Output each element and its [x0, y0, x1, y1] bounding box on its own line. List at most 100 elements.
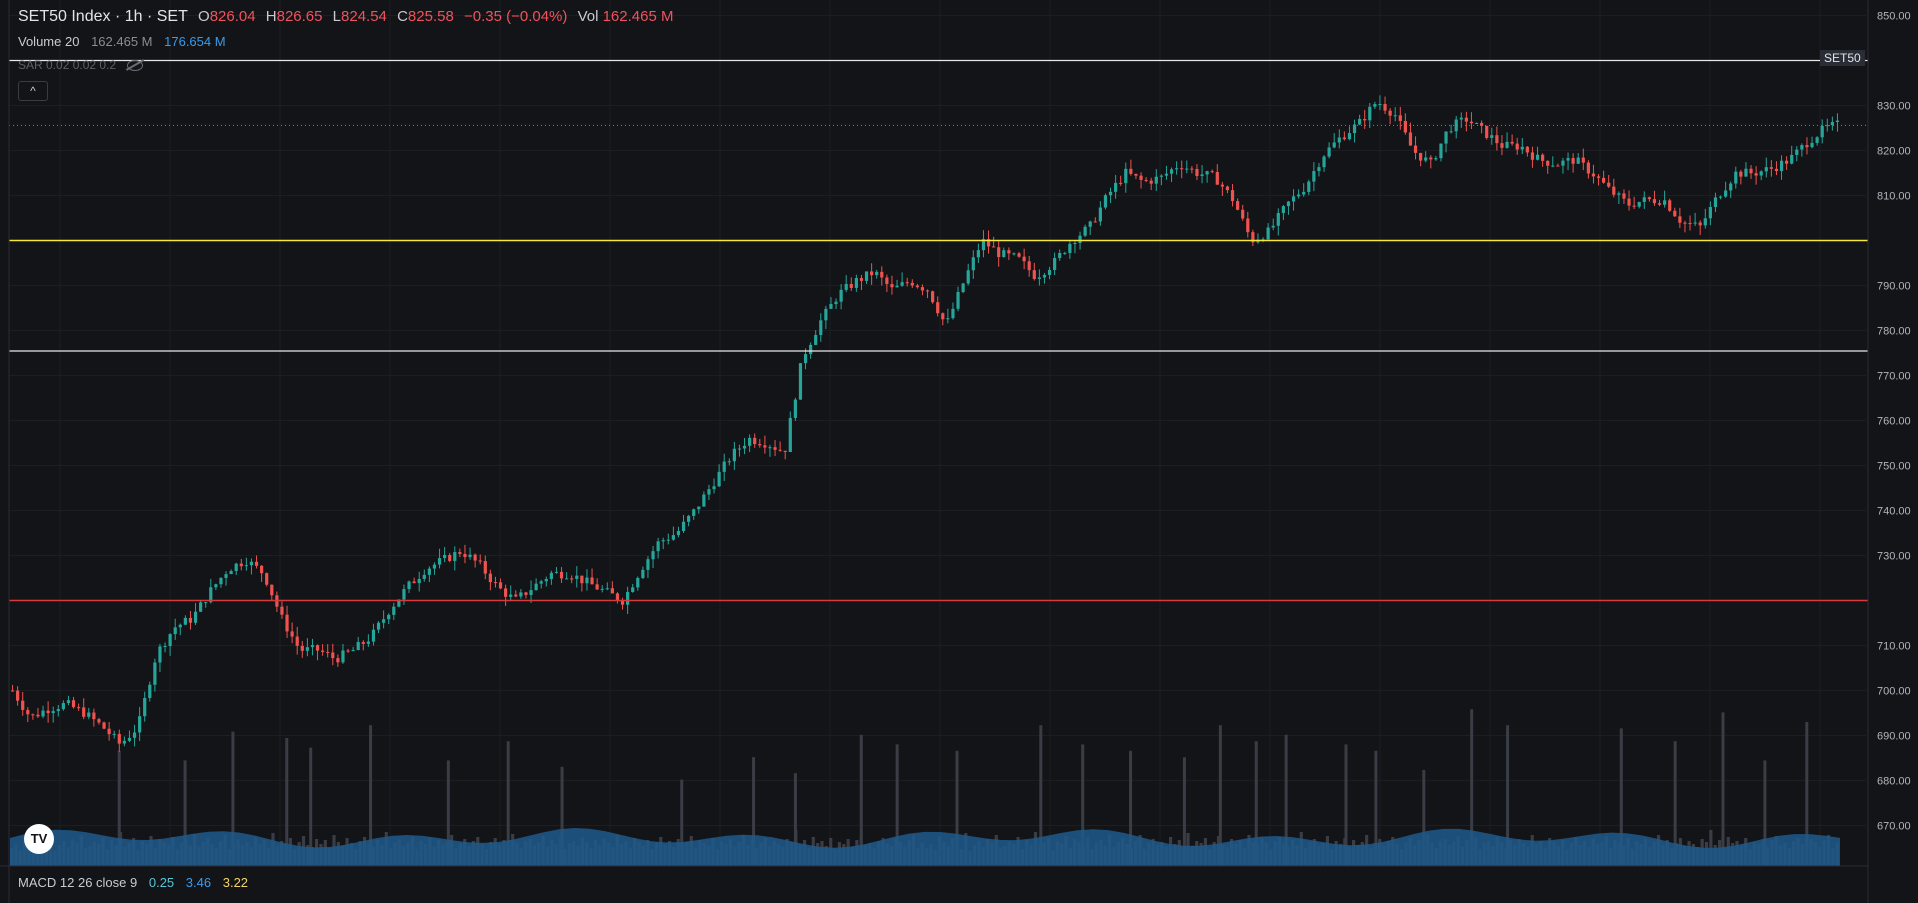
macd-legend[interactable]: MACD 12 26 close 9 0.25 3.46 3.22	[18, 875, 248, 890]
volume-spike	[231, 731, 235, 866]
candle-body	[636, 577, 640, 588]
volume-indicator-legend[interactable]: Volume 20 162.465 M 176.654 M	[18, 34, 226, 49]
candle-body	[783, 450, 787, 452]
volume-spike	[752, 757, 756, 866]
candle-body	[1007, 250, 1011, 254]
candle-body	[1276, 213, 1280, 226]
candle-body	[900, 282, 904, 286]
candle-body	[315, 645, 320, 651]
volume-spike	[1284, 734, 1288, 866]
candle-body	[127, 737, 132, 741]
candle-body	[1408, 132, 1413, 146]
candle-body	[753, 437, 757, 445]
collapse-legend-button[interactable]: ^	[18, 81, 48, 101]
candle-body	[946, 318, 950, 320]
candle-body	[1647, 197, 1651, 200]
candle-body	[1358, 118, 1362, 125]
hidden-eye-icon[interactable]	[127, 60, 144, 72]
price-tick-label: 780.00	[1877, 326, 1911, 338]
high-value: 826.65	[276, 8, 323, 25]
candle-body	[178, 624, 182, 628]
candle-body	[514, 594, 518, 597]
candle-body	[534, 583, 538, 591]
candle-body	[463, 553, 467, 558]
candle-body	[1581, 157, 1585, 163]
candle-body	[1373, 104, 1377, 107]
candle-body	[661, 540, 665, 542]
candle-body	[880, 271, 884, 278]
candle-body	[849, 283, 853, 289]
candle-body	[580, 575, 584, 584]
candle-body	[951, 308, 955, 319]
candle-body	[798, 363, 803, 400]
candle-body	[875, 271, 879, 276]
candle-body	[1835, 120, 1840, 123]
candle-body	[1749, 168, 1753, 174]
close-value: 825.58	[407, 8, 454, 25]
candle-body	[132, 732, 137, 738]
candle-body	[1093, 221, 1097, 223]
price-tick-label: 670.00	[1877, 821, 1911, 833]
candle-body	[1820, 125, 1824, 138]
price-tick-label: 830.00	[1877, 101, 1911, 113]
candle-body	[1058, 252, 1062, 259]
candle-body	[575, 575, 579, 579]
candle-body	[1439, 143, 1443, 159]
candle-body	[92, 712, 96, 720]
candle-body	[1490, 135, 1494, 138]
volume-spike	[1721, 712, 1725, 866]
candle-body	[1637, 201, 1641, 207]
candle-body	[1230, 190, 1235, 202]
candle-body	[1088, 221, 1092, 227]
candle-body	[61, 703, 65, 710]
candle-body	[1073, 243, 1077, 245]
candle-body	[417, 578, 421, 584]
candle-body	[819, 320, 823, 335]
candle-body	[1454, 119, 1458, 132]
candle-body	[1236, 201, 1240, 210]
candle-body	[1114, 182, 1118, 192]
candle-body	[1286, 201, 1291, 207]
candle-body	[1134, 173, 1138, 176]
candle-body	[1718, 196, 1723, 198]
candle-body	[1769, 167, 1773, 169]
candle-body	[1612, 186, 1616, 195]
candle-body	[910, 282, 914, 286]
candle-body	[473, 554, 477, 561]
candle-body	[956, 291, 960, 309]
candle-body	[620, 600, 625, 605]
volume-spike	[895, 744, 899, 866]
candle-body	[1632, 205, 1636, 207]
candle-body	[519, 592, 523, 597]
macd-value-3: 3.22	[222, 875, 249, 890]
candle-body	[717, 471, 721, 487]
price-tick-label: 760.00	[1877, 416, 1911, 428]
candle-body	[204, 602, 208, 604]
candle-body	[1327, 147, 1331, 157]
candle-body	[112, 733, 116, 735]
candle-body	[1825, 125, 1829, 127]
sar-indicator-legend[interactable]: SAR 0.02 0.02 0.2	[18, 58, 144, 72]
tradingview-logo-icon[interactable]: TV	[24, 824, 54, 854]
candle-body	[1754, 173, 1758, 176]
candle-body	[1576, 157, 1580, 164]
candle-body	[539, 581, 543, 584]
volume-spike	[1619, 728, 1623, 866]
symbol-title[interactable]: SET50 Index · 1h · SET	[18, 8, 188, 25]
change-value: −0.35 (−0.04%)	[463, 8, 568, 25]
candle-body	[905, 282, 909, 284]
candle-body	[254, 561, 259, 566]
candle-body	[1566, 158, 1570, 161]
candle-body	[498, 582, 503, 589]
candle-body	[1434, 158, 1438, 160]
candle-body	[1556, 165, 1560, 167]
candle-body	[1210, 171, 1214, 173]
candle-body	[651, 551, 655, 560]
candle-body	[376, 622, 381, 630]
volume-spike	[1218, 725, 1222, 866]
candle-body	[468, 554, 472, 558]
candle-body	[681, 521, 686, 531]
candle-body	[1195, 169, 1199, 177]
candle-body	[371, 629, 376, 642]
